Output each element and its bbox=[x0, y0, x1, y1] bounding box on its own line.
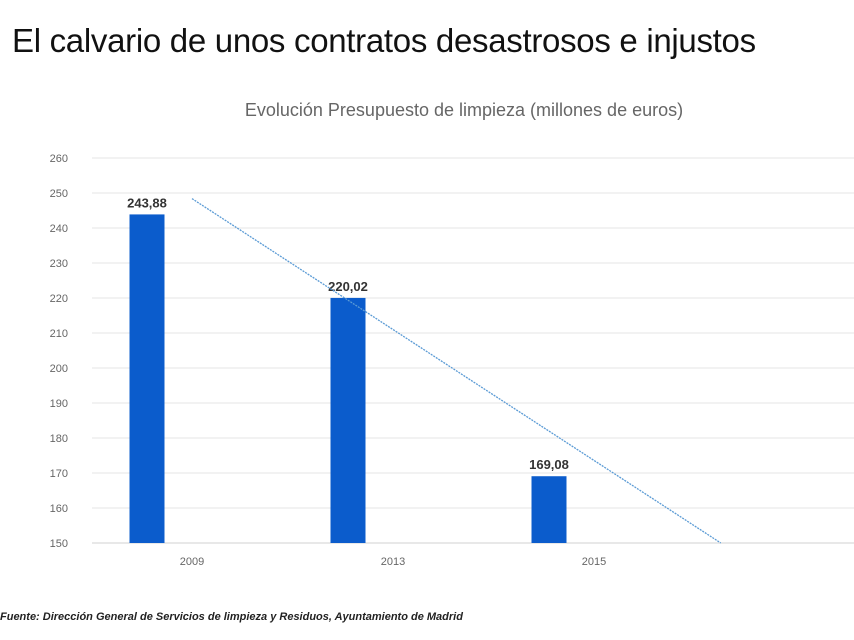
data-label: 243,88 bbox=[127, 195, 167, 210]
bar-2009 bbox=[129, 214, 165, 544]
bar-2013 bbox=[330, 297, 366, 543]
y-tick-label: 190 bbox=[50, 398, 68, 410]
y-tick-label: 220 bbox=[50, 293, 68, 305]
x-tick-label: 2009 bbox=[180, 556, 204, 568]
y-axis-ticks: 150 160 170 180 190 200 210 220 230 240 250 260 bbox=[50, 153, 68, 550]
data-label: 169,08 bbox=[529, 457, 569, 472]
gridlines bbox=[92, 157, 854, 544]
bar-chart: Evolución Presupuesto de limpieza (millo… bbox=[50, 100, 854, 568]
bars: 243,88 220,02 169,08 bbox=[127, 195, 569, 544]
trendline bbox=[191, 198, 722, 544]
source-note: Fuente: Dirección General de Servicios d… bbox=[0, 611, 463, 623]
x-tick-label: 2013 bbox=[381, 556, 405, 568]
y-tick-label: 170 bbox=[50, 468, 68, 480]
y-tick-label: 200 bbox=[50, 363, 68, 375]
trendline-group bbox=[191, 198, 722, 544]
y-tick-label: 260 bbox=[50, 153, 68, 165]
y-tick-label: 150 bbox=[50, 538, 68, 550]
y-tick-label: 230 bbox=[50, 258, 68, 270]
y-tick-label: 250 bbox=[50, 188, 68, 200]
bar-2015 bbox=[531, 476, 567, 543]
y-tick-label: 240 bbox=[50, 223, 68, 235]
data-label: 220,02 bbox=[328, 279, 368, 294]
x-axis-ticks: 2009 2013 2015 bbox=[180, 556, 606, 568]
chart-title: Evolución Presupuesto de limpieza (millo… bbox=[245, 100, 683, 120]
x-tick-label: 2015 bbox=[582, 556, 606, 568]
slide-title: El calvario de unos contratos desastroso… bbox=[12, 22, 756, 59]
y-tick-label: 210 bbox=[50, 328, 68, 340]
y-tick-label: 160 bbox=[50, 503, 68, 515]
y-tick-label: 180 bbox=[50, 433, 68, 445]
